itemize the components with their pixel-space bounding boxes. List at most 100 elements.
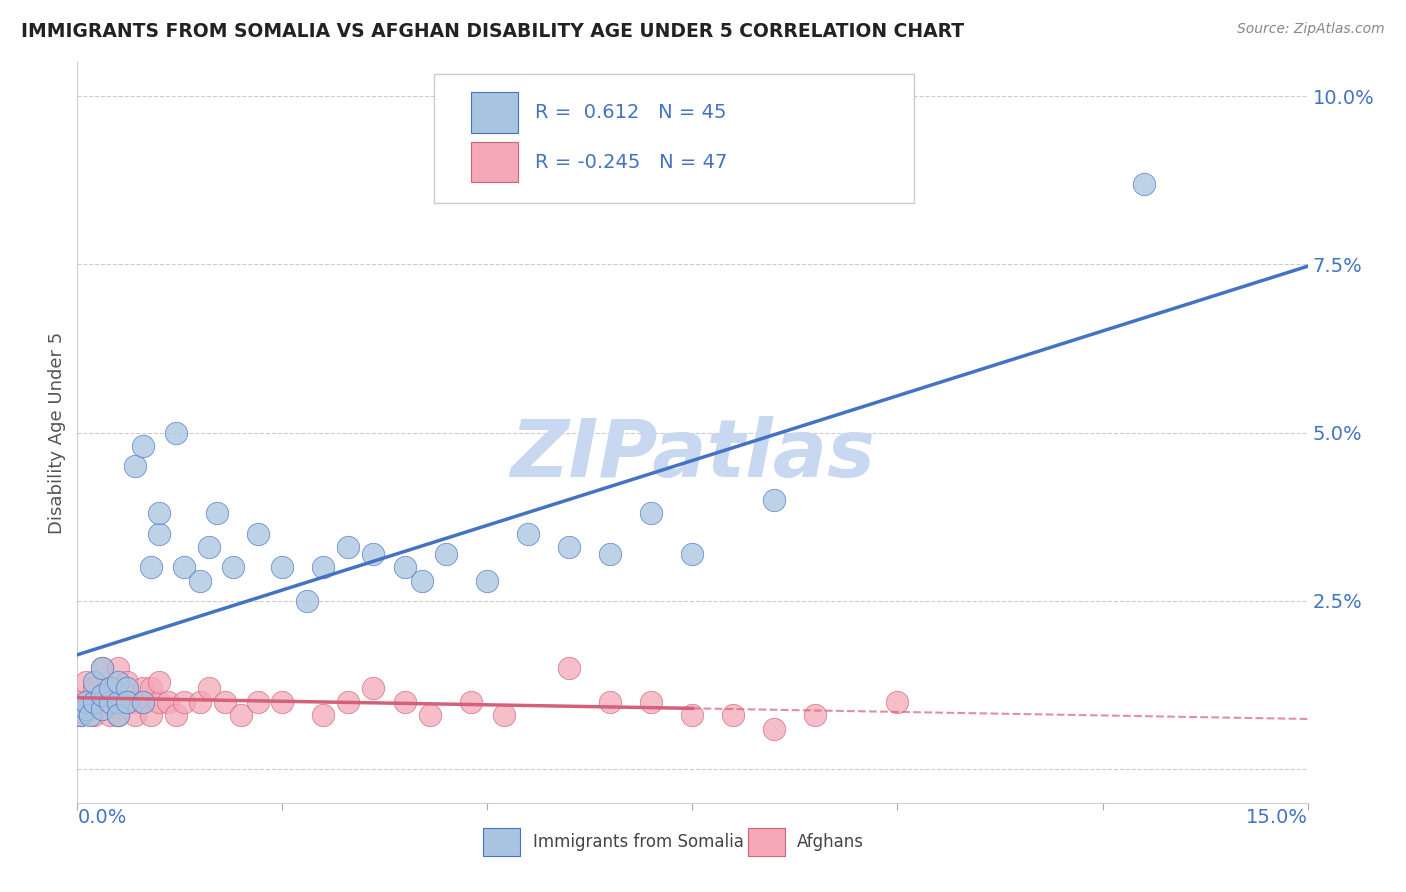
Text: R = -0.245   N = 47: R = -0.245 N = 47: [536, 153, 727, 172]
Point: [295, 594, 318, 608]
Text: R =  0.612   N = 45: R = 0.612 N = 45: [536, 103, 727, 121]
Text: IMMIGRANTS FROM SOMALIA VS AFGHAN DISABILITY AGE UNDER 5 CORRELATION CHART: IMMIGRANTS FROM SOMALIA VS AFGHAN DISABI…: [21, 22, 965, 41]
Point: [75, 674, 97, 689]
Point: [75, 695, 97, 709]
Point: [419, 708, 441, 723]
Point: [98, 695, 121, 709]
FancyBboxPatch shape: [484, 828, 520, 856]
Point: [246, 695, 269, 709]
Point: [90, 661, 114, 675]
Point: [107, 695, 129, 709]
Point: [83, 681, 105, 696]
Point: [70, 708, 93, 723]
Point: [222, 560, 245, 574]
Point: [132, 695, 155, 709]
FancyBboxPatch shape: [471, 142, 517, 182]
Point: [558, 540, 581, 554]
Point: [141, 681, 163, 696]
Point: [394, 560, 416, 574]
Point: [682, 708, 704, 723]
Point: [124, 695, 146, 709]
Text: Afghans: Afghans: [797, 833, 865, 851]
Point: [599, 695, 621, 709]
Point: [886, 695, 908, 709]
Point: [214, 695, 236, 709]
Y-axis label: Disability Age Under 5: Disability Age Under 5: [48, 332, 66, 533]
Point: [90, 701, 114, 715]
Point: [156, 695, 179, 709]
Point: [411, 574, 433, 588]
Point: [197, 540, 219, 554]
Point: [124, 459, 146, 474]
Point: [640, 507, 662, 521]
Point: [173, 695, 195, 709]
Point: [436, 547, 458, 561]
FancyBboxPatch shape: [471, 92, 517, 133]
Point: [83, 708, 105, 723]
Point: [148, 674, 170, 689]
Point: [107, 661, 129, 675]
Point: [197, 681, 219, 696]
Point: [394, 695, 416, 709]
Point: [148, 695, 170, 709]
Point: [640, 695, 662, 709]
Point: [231, 708, 253, 723]
Point: [492, 708, 515, 723]
Point: [723, 708, 745, 723]
Point: [804, 708, 827, 723]
Point: [337, 540, 360, 554]
Point: [90, 661, 114, 675]
Point: [132, 439, 155, 453]
FancyBboxPatch shape: [748, 828, 785, 856]
Point: [246, 526, 269, 541]
Point: [115, 695, 138, 709]
Point: [79, 708, 101, 723]
Point: [188, 574, 212, 588]
Point: [69, 708, 91, 723]
Text: 0.0%: 0.0%: [77, 808, 127, 827]
Point: [132, 695, 155, 709]
Point: [165, 708, 187, 723]
Point: [763, 722, 786, 736]
Point: [173, 560, 195, 574]
Point: [271, 560, 294, 574]
Point: [188, 695, 212, 709]
Point: [75, 695, 97, 709]
Point: [83, 674, 105, 689]
FancyBboxPatch shape: [434, 73, 914, 203]
Point: [115, 674, 138, 689]
Point: [477, 574, 499, 588]
Text: ZIPatlas: ZIPatlas: [510, 416, 875, 494]
Point: [312, 708, 335, 723]
Point: [107, 708, 129, 723]
Point: [148, 526, 170, 541]
Text: Source: ZipAtlas.com: Source: ZipAtlas.com: [1237, 22, 1385, 37]
Point: [361, 681, 384, 696]
Point: [70, 695, 93, 709]
Point: [599, 547, 621, 561]
Point: [107, 695, 129, 709]
Point: [205, 507, 228, 521]
Point: [141, 708, 163, 723]
Point: [98, 681, 121, 696]
Point: [115, 681, 138, 696]
Point: [460, 695, 482, 709]
Point: [763, 492, 786, 507]
Point: [337, 695, 360, 709]
Point: [558, 661, 581, 675]
Point: [1132, 177, 1154, 191]
Point: [271, 695, 294, 709]
Point: [90, 695, 114, 709]
Point: [115, 695, 138, 709]
Point: [312, 560, 335, 574]
Point: [90, 688, 114, 702]
Point: [83, 695, 105, 709]
Point: [132, 681, 155, 696]
Point: [107, 708, 129, 723]
Point: [165, 425, 187, 440]
Point: [141, 560, 163, 574]
Point: [148, 507, 170, 521]
Point: [517, 526, 540, 541]
Text: 15.0%: 15.0%: [1246, 808, 1308, 827]
Point: [107, 674, 129, 689]
